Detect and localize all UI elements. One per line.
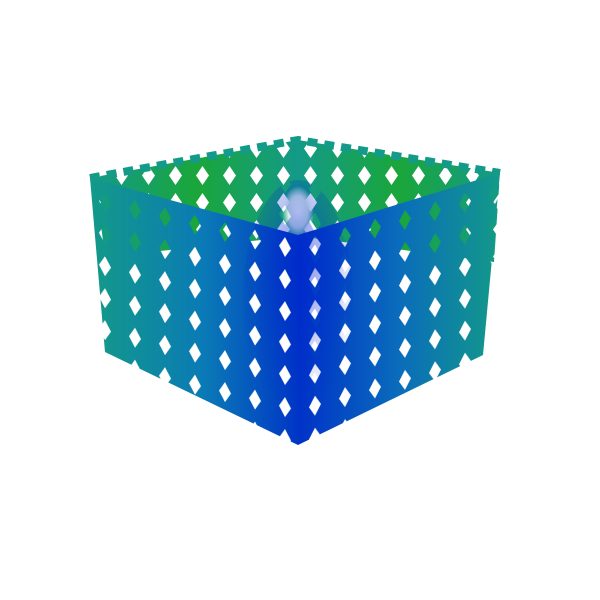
front-left-face: [90, 178, 298, 445]
top-rim: [89, 136, 501, 182]
front-right-face: [298, 173, 500, 445]
front-corner-shading: [243, 180, 353, 420]
